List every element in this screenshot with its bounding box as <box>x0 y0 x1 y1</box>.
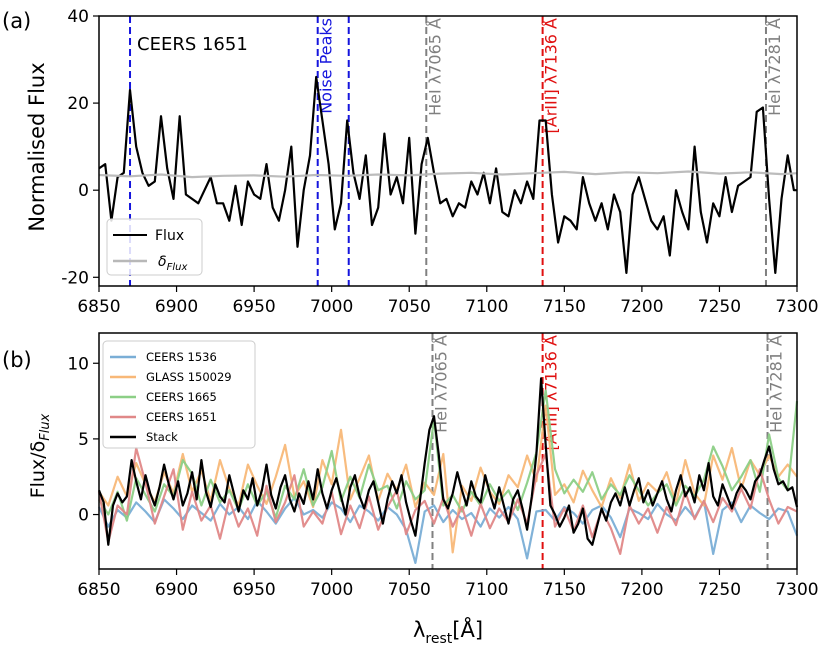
panel-a-xtick-label-7: 7200 <box>620 297 663 317</box>
panel-a-series-flux <box>98 75 797 274</box>
panel-b-series <box>97 377 799 565</box>
panel-a-ticks: 6850 6900 6950 7000 7050 7100 7150 7200 7250 7300… <box>61 7 818 317</box>
panel-a-frame <box>98 15 798 287</box>
panel-a-vline-label-4: [ArIII] λ7136 Å <box>542 18 561 134</box>
panel-b: (b) Flux/δFlux HeI λ7065 Å [ArIII] λ7136 … <box>2 332 819 600</box>
legend-label-glass-150029: GLASS 150029 <box>146 370 232 384</box>
panel-b-xtick-label-6: 7150 <box>543 580 586 600</box>
panel-b-series-glass-150029 <box>98 404 798 554</box>
panel-a-xtick-label-2: 6950 <box>232 297 275 317</box>
panel-a-xtick-label-1: 6900 <box>155 297 198 317</box>
legend-label-ceers-1536: CEERS 1536 <box>146 350 217 364</box>
panel-b-ytick-label-2: 10 <box>67 354 89 374</box>
legend-label-dflux: δFlux <box>158 254 187 273</box>
panel-a-xtick-label-9: 7300 <box>775 297 818 317</box>
panel-b-xtick-label-2: 6950 <box>232 580 275 600</box>
panel-b-xtick-label-8: 7250 <box>698 580 741 600</box>
legend-label-stack: Stack <box>146 430 178 444</box>
panel-b-xtick-label-9: 7300 <box>775 580 818 600</box>
panel-b-legend-items: CEERS 1536 GLASS 150029 CEERS 1665 CEERS 16… <box>110 350 232 444</box>
panel-a-title: CEERS 1651 <box>137 34 248 55</box>
panel-a-series <box>98 75 798 274</box>
panel-a-vline-label-1: Noise Peaks <box>317 18 336 114</box>
panel-a-vline-label-3: HeI λ7065 Å <box>425 18 444 116</box>
panel-a-xtick-label-0: 6850 <box>77 297 120 317</box>
panel-b-ylabel: Flux/δFlux <box>27 413 53 498</box>
panel-a-ytick-label-1: 0 <box>78 181 89 201</box>
panel-b-legend-box <box>102 340 256 449</box>
panel-b-ytick-label-0: 0 <box>78 506 89 526</box>
panel-a-ylabel: Normalised Flux <box>25 62 49 231</box>
panel-b-series-ceers-1651 <box>97 446 798 556</box>
panel-b-xtick-label-5: 7100 <box>465 580 508 600</box>
panel-b-label: (b) <box>2 348 32 372</box>
panel-b-series-ceers-1665 <box>98 389 799 522</box>
panel-b-ytick-label-1: 5 <box>78 430 89 450</box>
panel-a-xtick-label-3: 7000 <box>310 297 353 317</box>
panel-a-xtick-label-4: 7050 <box>388 297 431 317</box>
panel-a-xtick-label-6: 7150 <box>543 297 586 317</box>
panel-a-label: (a) <box>2 9 31 33</box>
panel-b-xtick-label-7: 7200 <box>620 580 663 600</box>
panel-b-series-ceers-1536 <box>98 496 799 565</box>
panel-a-vline-label-5: HeI λ7281 Å <box>765 18 784 116</box>
panel-a-ytick-label-0: -20 <box>61 268 89 288</box>
x-axis-label: λrest[Å] <box>413 616 483 647</box>
panel-b-vline-label-0: HeI λ7065 Å <box>431 335 450 433</box>
panel-b-xtick-label-0: 6850 <box>77 580 120 600</box>
panel-b-frame <box>98 332 798 570</box>
legend-label-ceers-1651: CEERS 1651 <box>146 410 217 424</box>
panel-a-legend: Flux δFlux <box>106 218 203 276</box>
panel-a-series--flux <box>98 170 798 179</box>
panel-b-xtick-label-4: 7050 <box>388 580 431 600</box>
panel-b-xtick-label-1: 6900 <box>155 580 198 600</box>
panel-a-vlines: Noise Peaks HeI λ7065 Å [ArIII] λ7136 Å HeI… <box>129 16 784 286</box>
legend-label-flux: Flux <box>155 228 184 244</box>
panel-b-vline-label-2: HeI λ7281 Å <box>767 335 786 433</box>
panel-a-xtick-label-8: 7250 <box>698 297 741 317</box>
panel-a-xtick-label-5: 7100 <box>465 297 508 317</box>
legend-label-ceers-1665: CEERS 1665 <box>146 390 217 404</box>
panel-b-series-stack <box>97 377 799 546</box>
panel-b-ticks: 6850 6900 6950 7000 7050 7100 7150 7200 7250 7300… <box>67 354 818 600</box>
panel-a-ytick-label-3: 40 <box>67 7 89 27</box>
panel-a-ytick-label-2: 20 <box>67 94 89 114</box>
panel-b-legend: CEERS 1536 GLASS 150029 CEERS 1665 CEERS 16… <box>102 340 256 449</box>
panel-b-xtick-label-3: 7000 <box>310 580 353 600</box>
panel-a: (a) Normalised Flux Noise Peaks HeI λ7065… <box>2 7 819 317</box>
